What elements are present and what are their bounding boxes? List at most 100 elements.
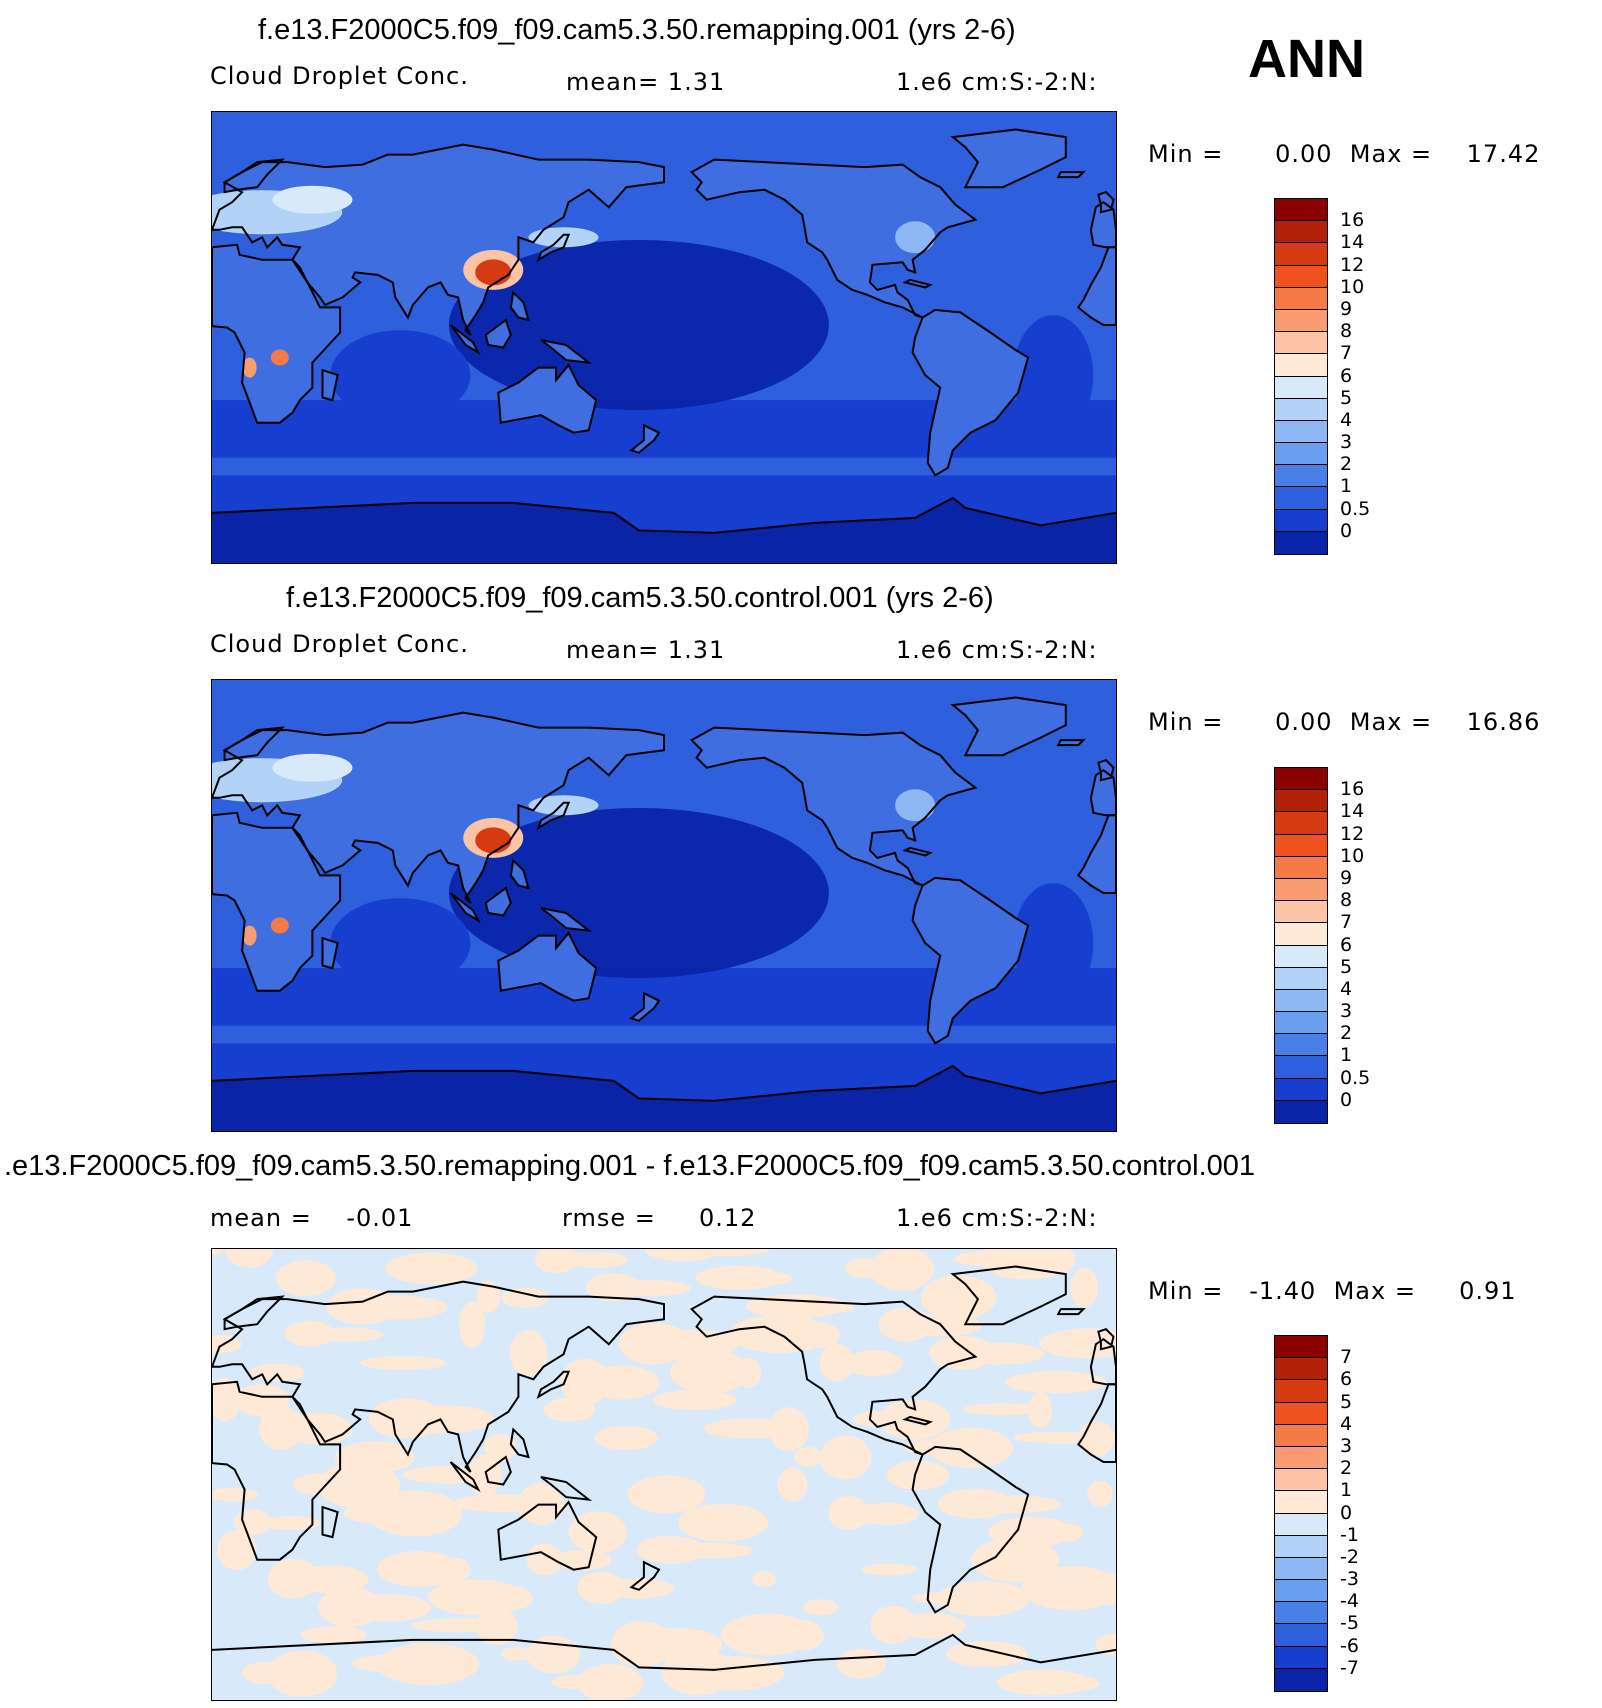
- coastline: [321, 936, 339, 970]
- diff-patch: [1028, 1392, 1052, 1428]
- coastline: [950, 1265, 1067, 1326]
- colorbar-tick-label: 1: [1340, 1479, 1353, 1502]
- land-fill: [1090, 202, 1116, 248]
- coastline: [212, 1380, 342, 1561]
- land-fill: [541, 340, 589, 363]
- diff-patch: [971, 1537, 1060, 1582]
- coastline: [1056, 739, 1086, 747]
- colorbar-tick-label: 0: [1340, 1501, 1353, 1524]
- indian-low: [330, 330, 471, 421]
- colorbar-tick-label: 8: [1340, 320, 1353, 343]
- colorbar-swatch: [1275, 354, 1327, 377]
- colorbar-swatch: [1275, 420, 1327, 444]
- diff-patch: [467, 1454, 502, 1497]
- colorbar-swatch: [1275, 1402, 1327, 1425]
- colorbar-swatch: [1275, 287, 1327, 310]
- coastline: [540, 1476, 593, 1501]
- land-fill: [905, 847, 931, 856]
- diff-patch: [1038, 1328, 1116, 1359]
- land-fill: [905, 279, 931, 288]
- land-fill: [485, 888, 511, 916]
- colorbar-tick-label: 4: [1340, 977, 1353, 1000]
- land-fill: [1090, 770, 1116, 816]
- diff-patch: [484, 1433, 517, 1462]
- aerosol-hotspot: [475, 259, 512, 286]
- colorbar-tick-label: 3: [1340, 1434, 1353, 1457]
- colorbar-tick-label: -4: [1340, 1590, 1359, 1613]
- coastline: [497, 931, 598, 1002]
- land-fill: [450, 325, 479, 353]
- diff-patch: [853, 1502, 920, 1525]
- colorbar-tick-label: 12: [1340, 253, 1365, 276]
- diff-patch: [459, 1301, 486, 1348]
- colorbar-swatch: [1275, 901, 1327, 924]
- colorbar-swatch: [1275, 768, 1327, 791]
- colorbar-swatch: [1275, 1602, 1327, 1625]
- aerosol-hotspot: [528, 227, 599, 248]
- diff-patch: [275, 1260, 336, 1297]
- diff-patch: [301, 1625, 368, 1644]
- diff-patch: [1087, 1573, 1116, 1605]
- colorbar-swatch: [1275, 878, 1327, 902]
- land-fill: [912, 877, 1029, 1044]
- diff-patch: [501, 1287, 550, 1308]
- coastline: [1076, 1383, 1116, 1463]
- colorbar-swatch: [1275, 1056, 1327, 1079]
- coastline: [1089, 200, 1116, 249]
- land-fill: [212, 812, 341, 991]
- colorbar-swatch: [1275, 834, 1327, 857]
- diff-patch: [895, 1612, 966, 1639]
- coastline: [902, 846, 934, 857]
- coastline: [911, 876, 1030, 1045]
- panel-2-units: 1.e6 cm:S:-2:N:: [896, 636, 1098, 664]
- panel-2-mean: mean= 1.31: [566, 636, 726, 664]
- colorbar-tick-label: 14: [1340, 231, 1365, 254]
- diff-patch: [377, 1551, 461, 1587]
- diff-patch: [368, 1490, 463, 1537]
- coastline: [212, 496, 1116, 534]
- colorbar-swatch: [1275, 265, 1327, 288]
- land-fill: [1058, 172, 1084, 178]
- diff-patch: [903, 1314, 982, 1337]
- coastline: [509, 290, 530, 322]
- coastline: [449, 892, 481, 924]
- aerosol-hotspot: [270, 917, 289, 934]
- colorbar-tick-label: 12: [1340, 822, 1365, 845]
- diff-patch: [686, 1656, 785, 1691]
- land-fill: [952, 697, 1066, 756]
- diff-patch: [212, 1487, 259, 1502]
- diff-patch: [785, 1620, 824, 1651]
- land-fill: [450, 893, 479, 921]
- colorbar-tick-label: 2: [1340, 1457, 1353, 1480]
- diff-patch: [1087, 1480, 1114, 1507]
- colorbar-swatch: [1275, 487, 1327, 510]
- colorbar-swatch: [1275, 1535, 1327, 1558]
- diff-patch: [777, 1467, 808, 1502]
- diff-patch: [317, 1462, 400, 1509]
- colorbar-swatch: [1275, 465, 1327, 488]
- diff-patch: [836, 1648, 887, 1679]
- coastline: [540, 907, 593, 932]
- colorbar-swatch: [1275, 1580, 1327, 1603]
- diff-patch: [844, 1350, 903, 1377]
- diff-patch: [636, 1627, 723, 1662]
- colorbar-swatch: [1275, 989, 1327, 1013]
- diff-patch: [878, 1399, 951, 1440]
- diff-patch: [929, 1428, 1013, 1468]
- coastline: [1089, 1337, 1116, 1386]
- land-fill: [212, 1065, 1116, 1131]
- atlantic-low: [1013, 315, 1094, 436]
- panel-1-units: 1.e6 cm:S:-2:N:: [896, 68, 1098, 96]
- coastline: [689, 1295, 978, 1456]
- coastline: [1089, 768, 1116, 817]
- diff-patch: [954, 1342, 1045, 1365]
- diff-patch: [735, 1357, 762, 1388]
- colorbar-tick-label: 0.5: [1340, 497, 1371, 520]
- coastline: [449, 1461, 481, 1493]
- aerosol-hotspot: [528, 795, 599, 816]
- colorbar-swatch: [1275, 1446, 1327, 1470]
- colorbar-swatch: [1275, 1078, 1327, 1101]
- coastline: [1097, 191, 1115, 214]
- colorbar-tick-label: 16: [1340, 209, 1365, 232]
- panel-1-min-max: Min = 0.00 Max = 17.42: [1148, 140, 1541, 168]
